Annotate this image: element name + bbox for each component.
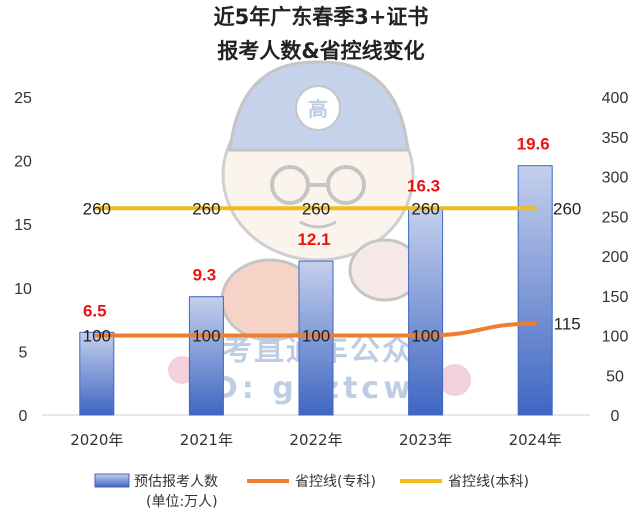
right-axis-tick-400: 400	[602, 90, 629, 107]
bar-3	[298, 260, 334, 416]
legend-label-control-line-specialist: 省控线(专科)	[295, 474, 376, 490]
right-axis-tick-50: 50	[606, 368, 624, 385]
x-axis-tick-4: 2023年	[399, 431, 452, 449]
right-axis-tick-150: 150	[602, 289, 629, 306]
left-axis-tick-5: 5	[19, 344, 28, 361]
legend-label-estimated-applicants-unit: (单位:万人)	[146, 494, 218, 510]
x-axis-tick-3: 2022年	[289, 431, 342, 449]
bar-value-label-1: 6.5	[83, 301, 107, 320]
legend-swatch-estimated-applicants	[94, 473, 130, 488]
bar-value-label-3: 12.1	[297, 230, 330, 249]
x-axis-tick-1: 2020年	[70, 431, 123, 449]
x-axis-tick-2: 2021年	[180, 431, 233, 449]
legend: 预估报考人数 (单位:万人) 省控线(专科) 省控线(本科)	[94, 473, 529, 510]
series-2-value-label-4: 260	[411, 199, 439, 218]
bar-value-label-4: 16.3	[407, 177, 440, 196]
legend-label-control-line-undergraduate: 省控线(本科)	[448, 474, 529, 490]
left-axis-tick-10: 10	[14, 281, 32, 298]
chart-title-line-2: 报考人数&省控线变化	[217, 39, 424, 63]
series-1-value-label-4: 100	[411, 327, 439, 346]
bar-5	[517, 165, 553, 416]
series-2-value-label-5: 260	[553, 199, 581, 218]
left-axis-tick-20: 20	[14, 154, 32, 171]
left-axis-tick-0: 0	[19, 408, 28, 425]
series-2-value-label-1: 260	[83, 199, 111, 218]
left-axis-tick-25: 25	[14, 90, 32, 107]
bar-value-label-5: 19.6	[517, 135, 550, 154]
series-2-value-label-3: 260	[302, 199, 330, 218]
watermark-badge-char: 高	[308, 97, 328, 121]
series-2-value-label-2: 260	[192, 199, 220, 218]
right-axis-tick-200: 200	[602, 249, 629, 266]
bar-2	[188, 296, 224, 416]
right-axis-tick-250: 250	[602, 209, 629, 226]
right-axis-tick-300: 300	[602, 170, 629, 187]
right-axis-tick-100: 100	[602, 329, 629, 346]
legend-label-estimated-applicants: 预估报考人数	[134, 474, 218, 490]
left-axis-tick-15: 15	[14, 217, 32, 234]
series-1-value-label-2: 100	[192, 327, 220, 346]
series-1-value-label-1: 100	[83, 327, 111, 346]
x-axis-tick-5: 2024年	[509, 431, 562, 449]
bar-value-label-2: 9.3	[193, 266, 217, 285]
right-axis-tick-0: 0	[611, 408, 620, 425]
series-1-value-label-5: 115	[554, 315, 581, 334]
chart-title-line-1: 近5年广东春季3+证书	[214, 5, 429, 29]
bar-1	[79, 331, 115, 416]
right-axis-tick-350: 350	[602, 130, 629, 147]
series-1-value-label-3: 100	[302, 327, 330, 346]
bar-4	[408, 207, 444, 416]
series-line-1	[94, 321, 538, 338]
